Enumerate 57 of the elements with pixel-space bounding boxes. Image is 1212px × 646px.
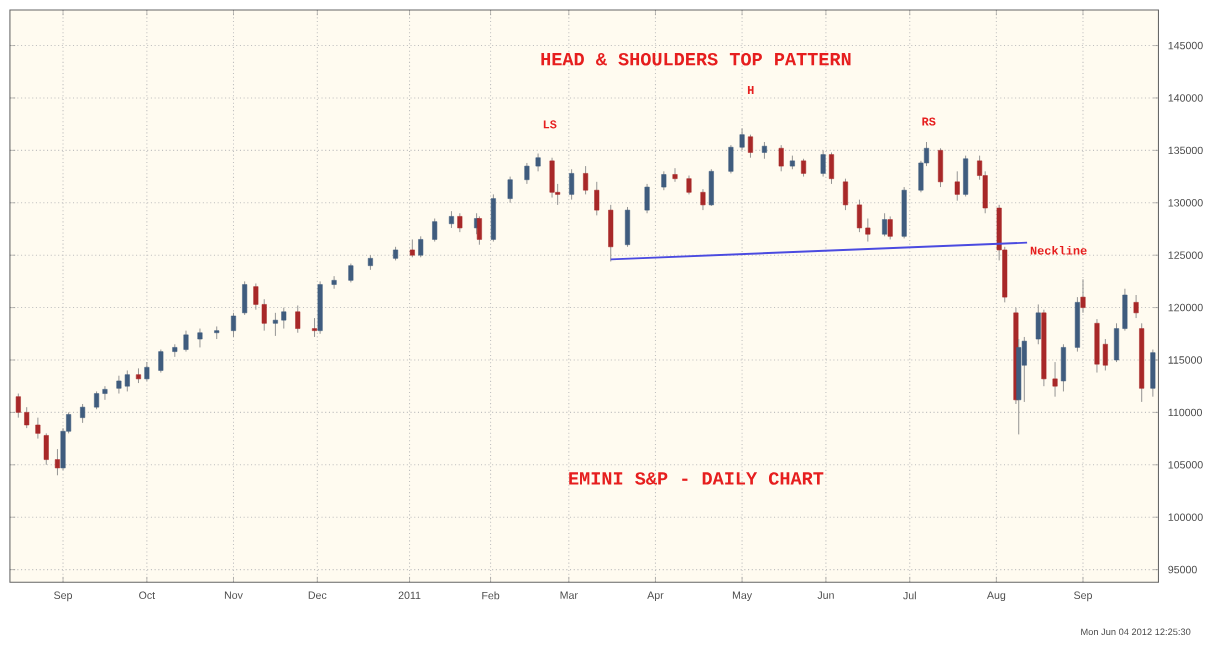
candlestick xyxy=(583,165,589,195)
candlestick xyxy=(1035,304,1041,345)
candlestick xyxy=(35,417,41,440)
candlestick xyxy=(686,175,692,195)
candlestick xyxy=(882,212,888,237)
candlestick xyxy=(116,375,122,395)
candlestick xyxy=(312,317,318,338)
candlestick xyxy=(295,305,301,334)
candlestick xyxy=(828,152,835,185)
candlestick xyxy=(887,216,893,241)
text: HEAD & SHOULDERS TOP PATTERN xyxy=(541,53,851,66)
candlestick xyxy=(197,328,203,348)
candlestick xyxy=(842,178,848,211)
candlestick xyxy=(124,370,130,392)
candlestick xyxy=(317,281,323,335)
candlestick xyxy=(348,263,354,283)
candlestick xyxy=(549,157,555,199)
candlestick xyxy=(418,235,424,258)
candlestick xyxy=(524,162,530,185)
candlestick xyxy=(728,144,734,174)
candlestick xyxy=(901,186,907,239)
candlestick xyxy=(54,448,60,476)
candlestick xyxy=(569,168,575,201)
candlestick xyxy=(80,403,86,424)
candlestick xyxy=(490,194,496,243)
text: EMINI S&P - DAILY CHART xyxy=(569,472,824,485)
candlestick xyxy=(708,168,714,207)
candlestick xyxy=(457,212,463,233)
candlestick xyxy=(608,204,614,263)
candlestick xyxy=(1094,318,1100,374)
candlestick xyxy=(1052,361,1058,398)
candlestick xyxy=(739,127,745,151)
candlestick xyxy=(1133,294,1139,319)
candlestick xyxy=(144,361,150,382)
candlestick xyxy=(963,155,969,198)
candlestick xyxy=(937,147,943,188)
candlestick xyxy=(778,144,784,172)
candlestick xyxy=(507,176,513,204)
candlestick xyxy=(432,218,438,243)
candlestick xyxy=(747,134,753,159)
candlestick xyxy=(700,188,706,211)
candlestick xyxy=(661,170,667,191)
candlestick xyxy=(644,183,650,214)
candlestick xyxy=(1060,343,1066,392)
candlestick xyxy=(594,181,600,216)
candlestick xyxy=(331,275,337,290)
candlestick xyxy=(672,167,678,183)
candlestick xyxy=(102,385,108,401)
candlestick xyxy=(242,281,248,316)
candlestick xyxy=(954,170,960,202)
candlestick xyxy=(820,150,826,178)
candlestick xyxy=(43,432,49,466)
candlestick xyxy=(183,330,189,353)
candlestick xyxy=(625,206,631,248)
candlestick xyxy=(281,307,287,330)
candlestick xyxy=(230,312,236,338)
candlestick xyxy=(158,349,164,374)
